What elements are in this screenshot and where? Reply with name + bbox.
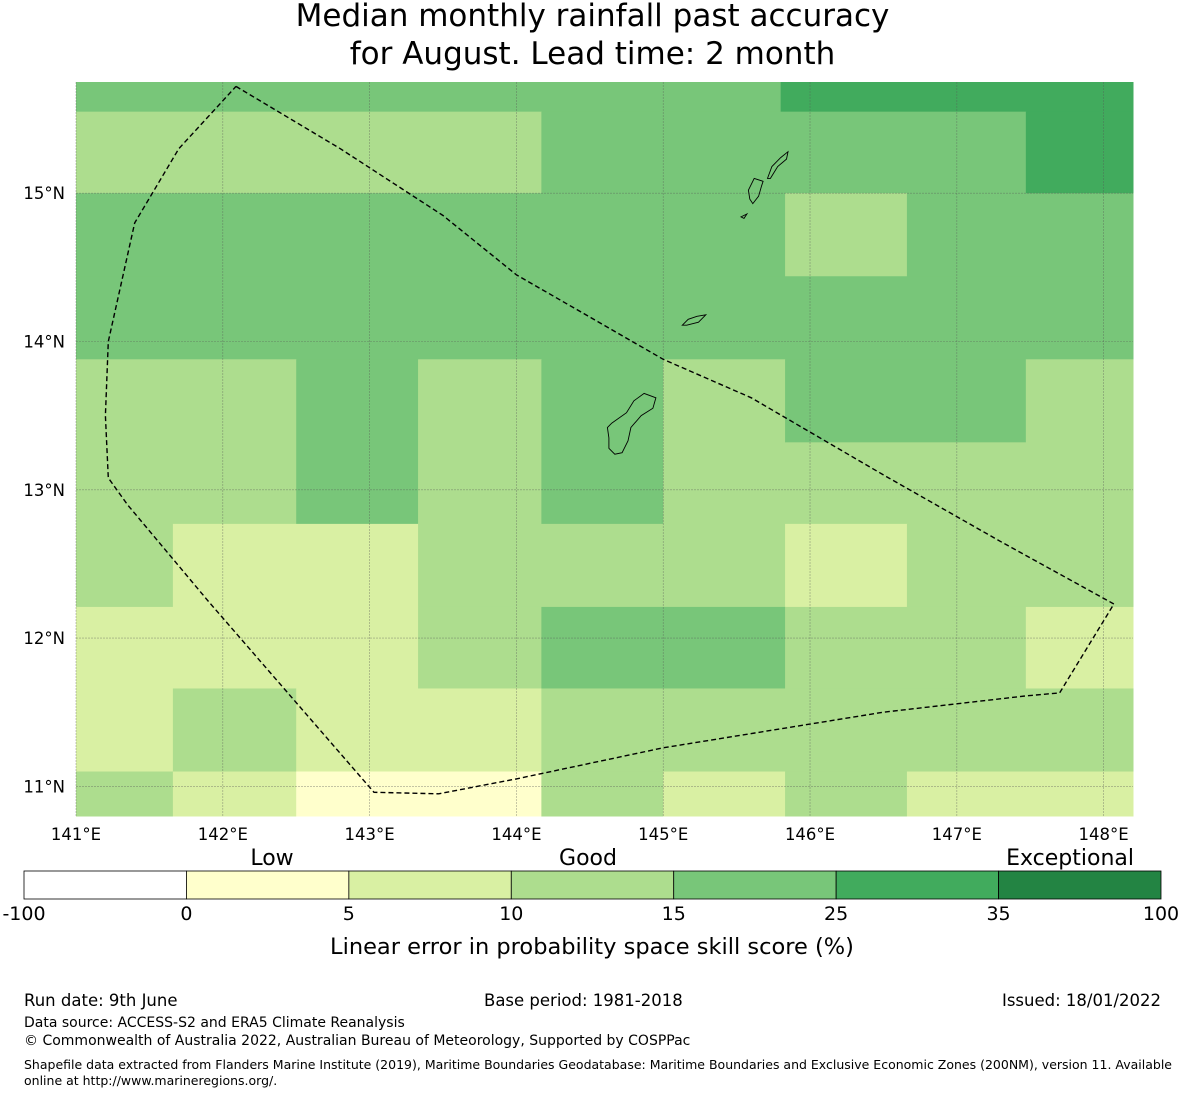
grid-cell: [541, 359, 664, 525]
grid-cell: [541, 688, 1134, 773]
grid-cell: [418, 606, 542, 689]
grid-cell: [663, 771, 786, 817]
lon-tick-label: 147°E: [932, 825, 982, 844]
colorbar-axis-label: Linear error in probability space skill …: [330, 934, 854, 960]
colorbar-segment: [510, 870, 675, 900]
graticule: [75, 82, 1133, 816]
colorbar-segment: [673, 870, 837, 900]
map-title-line2: for August. Lead time: 2 month: [349, 36, 836, 72]
colorbar-tick-label: 0: [180, 903, 192, 925]
coastlines: [606, 150, 789, 455]
colorbar-tick-label: 5: [343, 903, 355, 925]
island-outline: [606, 392, 657, 455]
run-date: Run date: 9th June: [24, 991, 178, 1010]
issued-date: Issued: 18/01/2022: [1001, 991, 1161, 1010]
colorbar-tick-labels: -100 0 5 10 15 25 35 100: [2, 903, 1179, 925]
colorbar-tick-label: 10: [499, 903, 523, 925]
grid-cell: [418, 523, 786, 608]
lat-tick-label: 14°N: [23, 332, 65, 351]
grid-cell: [76, 606, 419, 689]
grid-cell: [76, 688, 174, 773]
lon-tick-label: 141°E: [51, 825, 101, 844]
colorbar-segment: [348, 870, 512, 900]
grid-cell: [663, 359, 786, 525]
colorbar: [23, 870, 1162, 900]
grid-cell: [172, 688, 297, 773]
grid-cell: [1025, 359, 1134, 443]
island-outline: [739, 212, 749, 219]
island-outline: [681, 314, 708, 326]
grid-cell: [76, 111, 542, 194]
grid-cell: [541, 771, 664, 817]
lon-tick-label: 146°E: [785, 825, 835, 844]
colorbar-segment: [23, 870, 187, 900]
grid-cell: [296, 771, 542, 817]
grid-cell: [785, 359, 1027, 443]
colorbar-segment: [186, 870, 350, 900]
grid-cell: [1025, 606, 1134, 689]
lon-tick-label: 142°E: [198, 825, 248, 844]
base-period: Base period: 1981-2018: [484, 991, 683, 1010]
lon-tick-label: 145°E: [638, 825, 688, 844]
grid-cell: [172, 771, 297, 817]
copyright-notice: © Commonwealth of Australia 2022, Austra…: [24, 1033, 691, 1049]
grid-cell: [906, 771, 1134, 817]
colorbar-tick-label: 100: [1143, 903, 1179, 925]
colorbar-tick-label: 25: [824, 903, 848, 925]
grid-cell: [906, 523, 1134, 608]
colorbar-tick-label: -100: [2, 903, 45, 925]
lat-tick-label: 11°N: [23, 777, 65, 796]
grid-cell: [418, 359, 542, 525]
island-outline: [766, 150, 789, 179]
colorbar-tick-label: 15: [662, 903, 686, 925]
grid-cell: [1025, 111, 1134, 194]
colorbar-segment: [835, 870, 999, 900]
grid-cell: [785, 523, 908, 608]
grid-cell: [76, 359, 297, 525]
grid-cell: [296, 359, 419, 525]
colorbar-header-exceptional: Exceptional: [1006, 846, 1134, 871]
colorbar-header-low: Low: [250, 846, 293, 871]
grid-cell: [785, 442, 1134, 525]
grid-cell: [76, 193, 786, 277]
lat-tick-label: 12°N: [23, 629, 65, 648]
lat-tick-label: 13°N: [23, 481, 65, 500]
colorbar-segment: [998, 870, 1162, 900]
grid-cell: [76, 771, 174, 817]
map-title-line1: Median monthly rainfall past accuracy: [295, 0, 890, 34]
grid-cell: [76, 523, 174, 608]
skill-grid: [76, 82, 1134, 817]
grid-cell: [296, 688, 542, 773]
grid-cell: [785, 193, 908, 277]
grid-cell: [76, 276, 1134, 360]
grid-cell: [785, 771, 908, 817]
colorbar-header-good: Good: [559, 846, 617, 871]
grid-cell: [785, 606, 1027, 689]
island-outline: [747, 177, 764, 205]
lon-tick-label: 148°E: [1079, 825, 1129, 844]
grid-cell: [541, 111, 1027, 194]
longitude-ticks: 141°E 142°E 143°E 144°E 145°E 146°E 147°E 148°E: [51, 825, 1129, 844]
lat-tick-label: 15°N: [23, 184, 65, 203]
lon-tick-label: 143°E: [345, 825, 395, 844]
lon-tick-label: 144°E: [491, 825, 541, 844]
colorbar-tick-label: 35: [986, 903, 1010, 925]
data-source: Data source: ACCESS-S2 and ERA5 Climate …: [24, 1015, 405, 1031]
grid-cell: [76, 82, 782, 113]
latitude-ticks: 11°N 12°N 13°N 14°N 15°N: [23, 184, 65, 796]
grid-cell: [906, 193, 1134, 277]
shapefile-credit: Shapefile data extracted from Flanders M…: [24, 1057, 1172, 1088]
eez-boundary: [104, 85, 1115, 795]
grid-cell: [172, 523, 419, 608]
